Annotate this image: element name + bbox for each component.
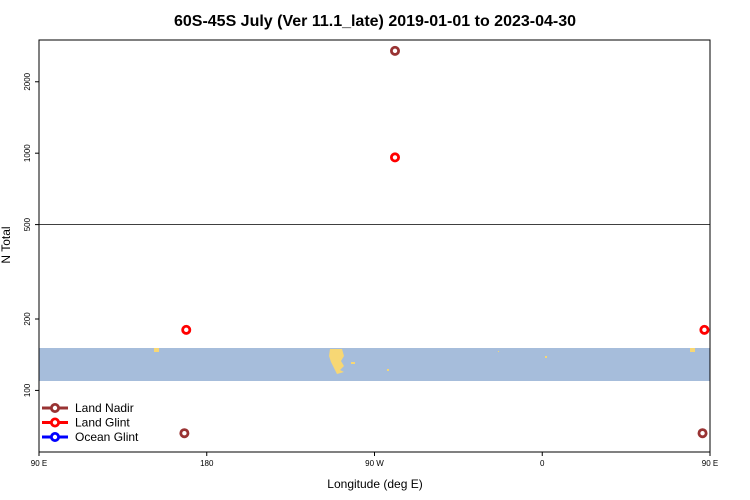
crozet-land — [498, 351, 499, 352]
ocean-band — [39, 348, 710, 381]
south-america-land — [329, 349, 389, 374]
y-tick-label: 1000 — [23, 144, 32, 162]
x-tick-label: 90 W — [365, 459, 384, 468]
new-zealand-south-land-east — [690, 348, 695, 352]
x-tick-label: 90 E — [31, 459, 47, 468]
x-tick-label: 90 E — [702, 459, 718, 468]
data-points — [179, 45, 710, 439]
new-zealand-south-land — [154, 348, 159, 352]
kerguelen-land — [545, 356, 547, 358]
x-tick-label: 0 — [540, 459, 545, 468]
legend-label: Land Nadir — [75, 401, 134, 415]
patagonia-land-shape — [329, 349, 344, 374]
data-point — [390, 45, 401, 56]
south-georgia-land — [387, 369, 389, 371]
y-axis: 100 200 500 1000 2000 — [23, 72, 39, 397]
legend-marker — [50, 402, 61, 413]
x-tick-label: 180 — [200, 459, 214, 468]
chart-title: 60S-45S July (Ver 11.1_late) 2019-01-01 … — [174, 13, 576, 30]
minor-land-patches — [154, 348, 695, 358]
y-axis-label: N Total — [0, 226, 13, 263]
y-tick-label: 200 — [23, 312, 32, 326]
plot-frame — [38, 39, 711, 453]
map-strip — [39, 348, 710, 381]
x-axis: 90 E 180 90 W 0 90 E — [31, 452, 718, 468]
x-axis-label: Longitude (deg E) — [327, 477, 422, 491]
data-point — [179, 428, 190, 439]
data-point — [699, 324, 710, 335]
data-point — [697, 428, 708, 439]
legend-label: Ocean Glint — [75, 430, 139, 444]
y-tick-label: 100 — [23, 383, 32, 397]
y-tick-label: 500 — [23, 217, 32, 231]
data-point — [390, 152, 401, 163]
legend-marker — [50, 431, 61, 442]
legend-label: Land Glint — [75, 416, 130, 430]
legend-marker — [50, 417, 61, 428]
y-tick-label: 2000 — [23, 72, 32, 90]
falklands-land — [351, 362, 355, 364]
data-point — [181, 324, 192, 335]
